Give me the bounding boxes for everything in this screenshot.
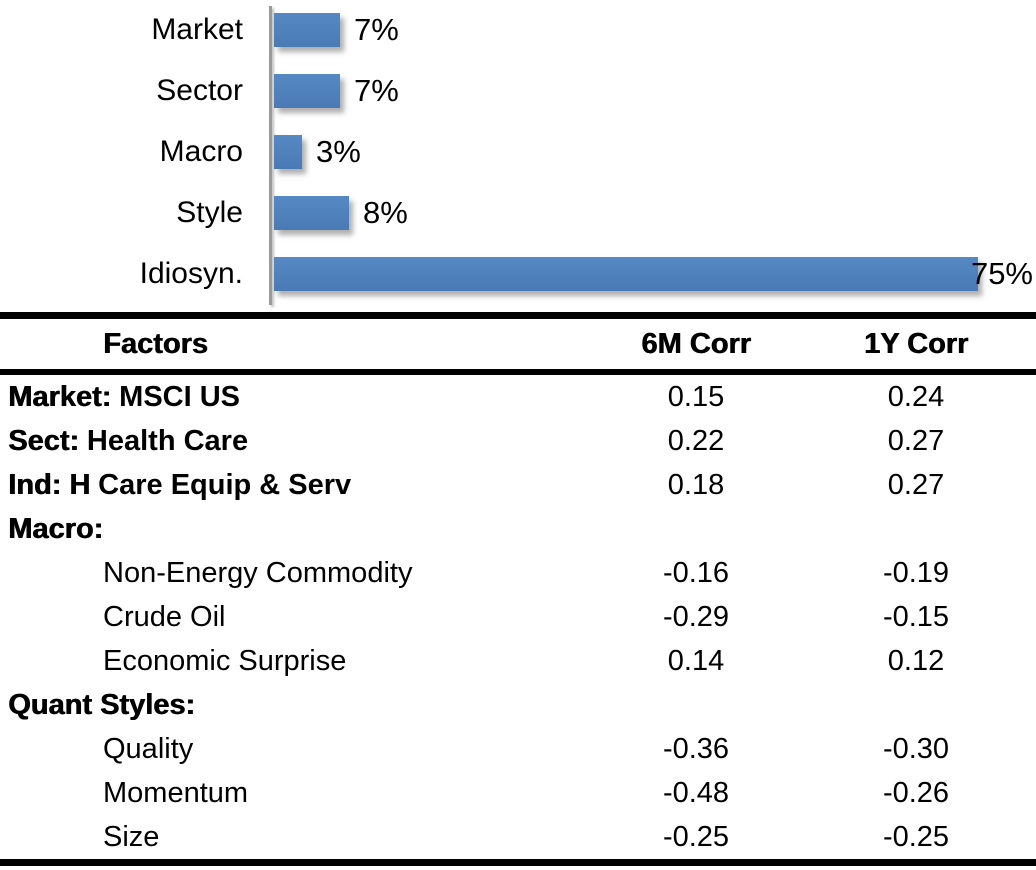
- corr-1y-cell: -0.25: [882, 820, 950, 853]
- table-row: Ind: H Care Equip & Serv 0.18 0.27: [0, 463, 1036, 507]
- factor-label-cell: Sect: Health Care: [0, 425, 596, 458]
- factor-prefix: Sect:: [8, 424, 79, 457]
- bar-row: Sector 7%: [0, 74, 1036, 108]
- factor-prefix: Market:: [8, 380, 112, 413]
- bar-category-label: Style: [176, 196, 243, 229]
- table-row: Crude Oil -0.29 -0.15: [0, 595, 1036, 639]
- bar: [274, 257, 978, 291]
- table-row: Size -0.25 -0.25: [0, 815, 1036, 859]
- factor-prefix: Ind: H: [8, 468, 91, 501]
- risk-decomposition-bar-chart: Market 7% Sector 7% Macro 3% Style 8% Id…: [0, 0, 1036, 312]
- bar-value-label: 3%: [316, 134, 361, 169]
- factor-label-cell: Ind: H Care Equip & Serv: [0, 469, 596, 502]
- table-row: Non-Energy Commodity -0.16 -0.19: [0, 551, 1036, 595]
- corr-6m-cell: -0.29: [662, 600, 730, 633]
- chart-vertical-axis: [269, 6, 272, 305]
- bar: [274, 135, 302, 169]
- corr-1y-cell: -0.19: [882, 556, 950, 589]
- table-header-rule: [0, 369, 1036, 375]
- table-top-rule: [0, 312, 1036, 319]
- factor-prefix: Macro:: [8, 512, 104, 545]
- bar-value-label: 8%: [363, 195, 408, 230]
- bar-value-label: 7%: [354, 73, 399, 108]
- corr-1y-cell: 0.27: [887, 424, 945, 457]
- corr-1y-cell: -0.30: [882, 732, 950, 765]
- table-row: Economic Surprise 0.14 0.12: [0, 639, 1036, 683]
- factor-name: Economic Surprise: [103, 644, 347, 677]
- table-body: Market: MSCI US 0.15 0.24 Sect: Health Car…: [0, 375, 1036, 859]
- header-1y-corr: 1Y Corr: [863, 327, 969, 360]
- corr-1y-cell: -0.26: [882, 776, 950, 809]
- corr-6m-cell: 0.18: [667, 468, 725, 501]
- bar-row: Idiosyn. 75%: [0, 257, 1036, 291]
- factor-name: Quality: [103, 732, 194, 765]
- factor-name: MSCI US: [119, 380, 240, 413]
- factor-label-cell: Economic Surprise: [0, 645, 596, 678]
- bar-value-label: 75%: [970, 256, 1033, 291]
- factor-prefix: Quant Styles:: [8, 688, 195, 721]
- corr-1y-cell: -0.15: [882, 600, 950, 633]
- table-row: Quant Styles:: [0, 683, 1036, 727]
- factor-label-cell: Size: [0, 821, 596, 854]
- bar-row: Macro 3%: [0, 135, 1036, 169]
- factor-name: Crude Oil: [103, 600, 226, 633]
- corr-6m-cell: -0.16: [662, 556, 730, 589]
- bar-value-label: 7%: [354, 12, 399, 47]
- corr-6m-cell: 0.15: [667, 380, 725, 413]
- bar: [274, 196, 349, 230]
- factor-label-cell: Market: MSCI US: [0, 381, 596, 414]
- factor-label-cell: Crude Oil: [0, 601, 596, 634]
- bar-row: Market 7%: [0, 13, 1036, 47]
- bar: [274, 13, 340, 47]
- factor-name: Non-Energy Commodity: [103, 556, 413, 589]
- table-row: Momentum -0.48 -0.26: [0, 771, 1036, 815]
- table-row: Macro:: [0, 507, 1036, 551]
- factor-label-cell: Quality: [0, 733, 596, 766]
- factor-name: Care Equip & Serv: [98, 468, 352, 501]
- header-6m-corr: 6M Corr: [641, 327, 751, 360]
- corr-6m-cell: 0.14: [667, 644, 725, 677]
- corr-1y-cell: 0.24: [887, 380, 945, 413]
- factor-label-cell: Non-Energy Commodity: [0, 557, 596, 590]
- factor-name: Size: [103, 820, 160, 853]
- bar-category-label: Sector: [156, 74, 243, 107]
- corr-1y-cell: 0.12: [887, 644, 945, 677]
- bar-category-label: Macro: [159, 135, 243, 168]
- table-row: Quality -0.36 -0.30: [0, 727, 1036, 771]
- table-header-row: Factors 6M Corr 1Y Corr: [0, 319, 1036, 369]
- bar-category-label: Market: [151, 13, 243, 46]
- corr-6m-cell: -0.36: [662, 732, 730, 765]
- bar-category-label: Idiosyn.: [139, 257, 243, 290]
- corr-6m-cell: -0.25: [662, 820, 730, 853]
- table-bottom-rule: [0, 859, 1036, 866]
- factor-name: Health Care: [86, 424, 249, 457]
- corr-6m-cell: 0.22: [667, 424, 725, 457]
- factor-label-cell: Macro:: [0, 513, 596, 546]
- corr-6m-cell: -0.48: [662, 776, 730, 809]
- corr-1y-cell: 0.27: [887, 468, 945, 501]
- factor-name: Momentum: [103, 776, 249, 809]
- table-row: Sect: Health Care 0.22 0.27: [0, 419, 1036, 463]
- table-row: Market: MSCI US 0.15 0.24: [0, 375, 1036, 419]
- header-factors: Factors: [103, 327, 208, 360]
- factor-label-cell: Quant Styles:: [0, 689, 596, 722]
- bar: [274, 74, 340, 108]
- factor-label-cell: Momentum: [0, 777, 596, 810]
- bar-row: Style 8%: [0, 196, 1036, 230]
